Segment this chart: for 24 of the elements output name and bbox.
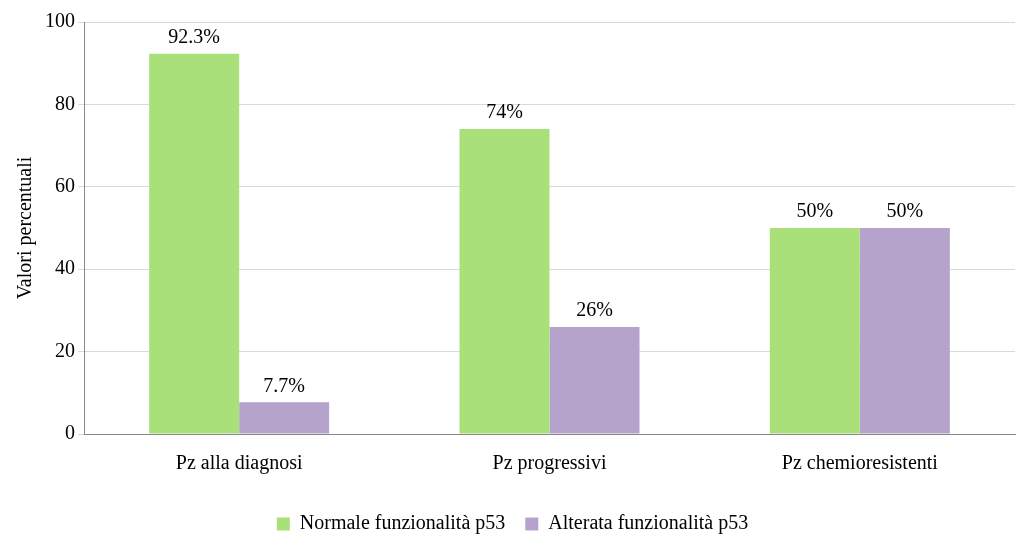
bar xyxy=(769,228,860,434)
y-tick-label: 60 xyxy=(55,174,75,197)
data-label: 50% xyxy=(886,199,924,222)
bar xyxy=(149,53,240,434)
data-label: 50% xyxy=(796,199,834,222)
y-tick-label: 20 xyxy=(55,338,75,361)
data-label: 74% xyxy=(486,100,523,123)
y-tick-label: 40 xyxy=(55,256,75,279)
legend-label: Alterata funzionalità p53 xyxy=(548,511,749,535)
bar xyxy=(459,129,550,434)
data-label: 7.7% xyxy=(263,373,305,396)
bar xyxy=(859,228,950,434)
x-tick-label: Pz chemioresistenti xyxy=(781,451,939,474)
bar xyxy=(239,402,330,434)
y-tick-label: 0 xyxy=(65,421,75,444)
y-axis-title: Valori percentuali xyxy=(13,156,37,300)
bar xyxy=(549,326,640,434)
x-tick-label: Pz progressivi xyxy=(492,451,607,475)
data-label: 92.3% xyxy=(168,24,220,47)
legend-label: Normale funzionalità p53 xyxy=(299,511,506,535)
y-tick-label: 80 xyxy=(55,91,75,114)
data-label: 26% xyxy=(576,298,613,321)
y-tick-label: 100 xyxy=(45,9,75,32)
x-tick-label: Pz alla diagnosi xyxy=(175,451,303,475)
